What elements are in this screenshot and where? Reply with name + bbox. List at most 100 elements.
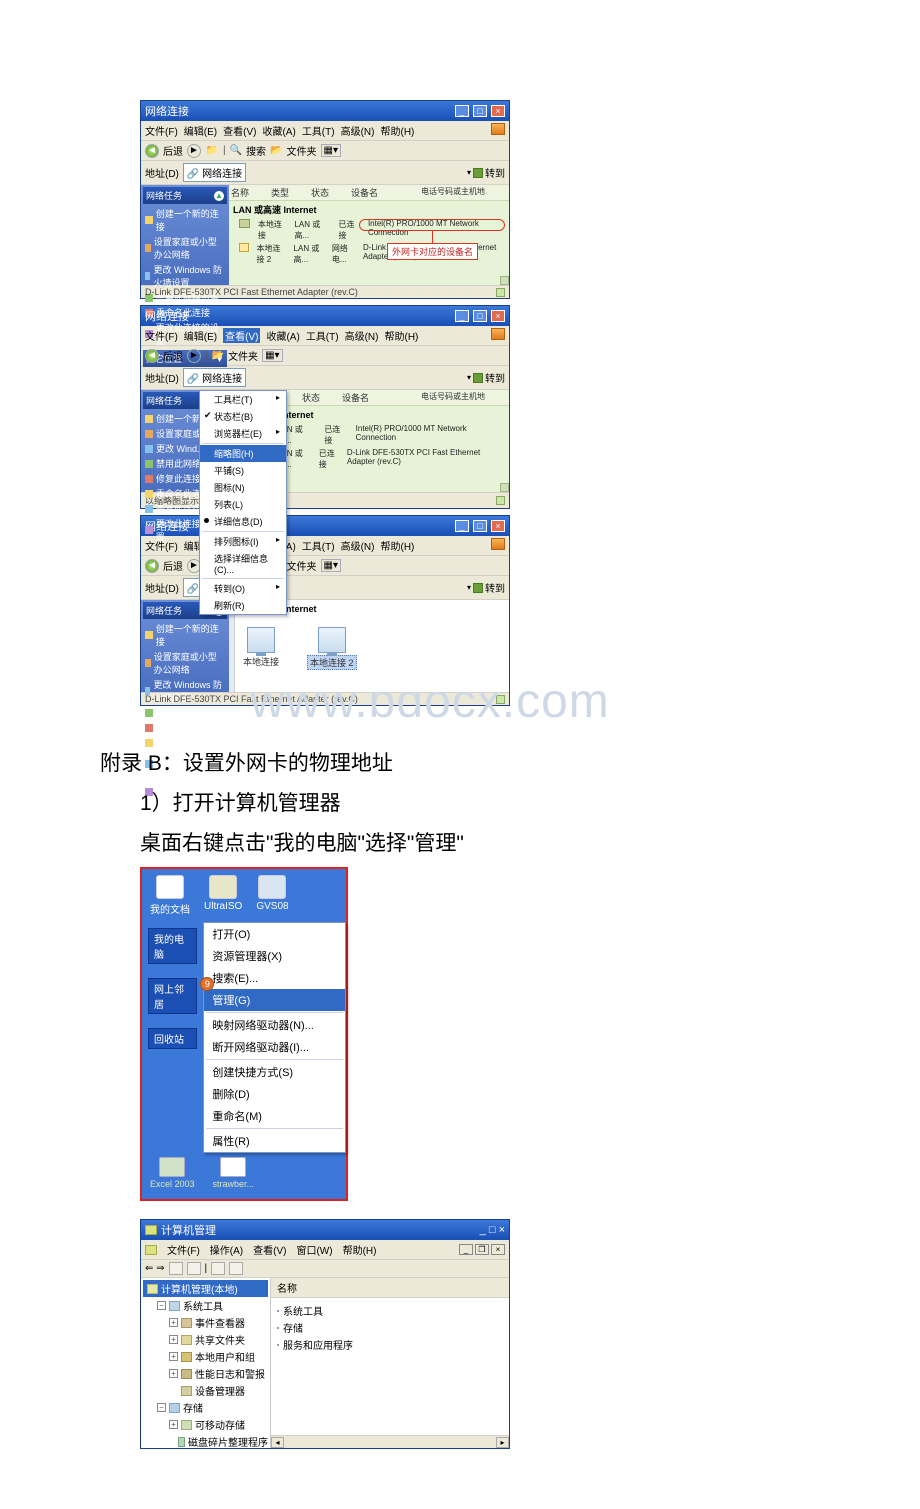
ctx-discdrive[interactable]: 断开网络驱动器(I)... [204, 1036, 345, 1058]
resize-grip-icon[interactable] [500, 483, 509, 492]
task-item[interactable]: 禁用此网络设备 [143, 705, 227, 720]
menu-view[interactable]: 查看(V) [223, 123, 256, 138]
desktop-icon-recycle[interactable]: 回收站 [148, 1028, 197, 1049]
menu-view[interactable]: 查看(V) [253, 1242, 286, 1257]
menu-fav[interactable]: 收藏(A) [266, 328, 299, 343]
menu-window[interactable]: 窗口(W) [296, 1242, 332, 1257]
search-icon[interactable]: 🔍 [230, 145, 242, 156]
menu-help[interactable]: 帮助(H) [380, 123, 414, 138]
tool-btn[interactable] [229, 1262, 243, 1275]
mdi-close[interactable]: × [491, 1244, 505, 1255]
submenu-thumb[interactable]: 缩略图(H) [200, 445, 286, 462]
maximize-button[interactable]: □ [489, 1224, 496, 1236]
forward-button[interactable]: ► [187, 349, 201, 363]
maximize-button[interactable]: □ [473, 310, 487, 322]
desktop-icon-gvs[interactable]: GVS08 [256, 875, 288, 916]
folders-icon[interactable]: 📂 [270, 145, 282, 156]
tree-users[interactable]: +本地用户和组 [143, 1348, 268, 1365]
go-icon[interactable] [473, 583, 483, 593]
ctx-rename[interactable]: 重命名(M) [204, 1105, 345, 1127]
submenu-goto[interactable]: 转到(O)▸ [200, 580, 286, 597]
menu-adv[interactable]: 高级(N) [341, 538, 375, 553]
views-button[interactable]: ▦▾ [321, 144, 341, 157]
tree-devmgr[interactable]: 设备管理器 [143, 1382, 268, 1399]
scroll-left-button[interactable]: ◂ [271, 1437, 284, 1448]
menu-file[interactable]: 文件(F) [145, 328, 178, 343]
menu-file[interactable]: 文件(F) [167, 1242, 200, 1257]
desktop-icon-mycomputer[interactable]: 我的电脑 [148, 928, 197, 964]
folders-icon[interactable]: 📂 [212, 350, 224, 361]
close-button[interactable]: × [491, 310, 505, 322]
tree-storage[interactable]: −存储 [143, 1399, 268, 1416]
views-button[interactable]: ▦▾ [321, 559, 341, 572]
address-field[interactable]: 🔗 网络连接 [183, 368, 246, 387]
views-button[interactable]: ▦▾ [262, 349, 282, 362]
ctx-mapdrive[interactable]: 映射网络驱动器(N)... [204, 1014, 345, 1036]
menu-edit[interactable]: 编辑(E) [184, 123, 217, 138]
close-button[interactable]: × [491, 520, 505, 532]
submenu-statusbar[interactable]: ✔状态栏(B) [200, 408, 286, 425]
back-button[interactable]: ◄ [145, 349, 159, 363]
go-icon[interactable] [473, 168, 483, 178]
minimize-button[interactable]: _ [455, 520, 469, 532]
minimize-button[interactable]: _ [455, 310, 469, 322]
go-label[interactable]: 转到 [485, 165, 505, 180]
submenu-list[interactable]: 列表(L) [200, 496, 286, 513]
menu-adv[interactable]: 高级(N) [341, 123, 375, 138]
minimize-button[interactable]: _ [480, 1224, 486, 1236]
resize-grip-icon[interactable] [500, 276, 509, 285]
collapse-icon[interactable]: ▲ [214, 191, 224, 201]
tool-btn[interactable] [187, 1262, 201, 1275]
close-button[interactable]: × [499, 1224, 505, 1236]
col-type[interactable]: 类型 [271, 186, 289, 199]
title-bar[interactable]: 网络连接 _ □ × [141, 101, 509, 121]
list-item-storage[interactable]: 存储 [277, 1319, 503, 1336]
menu-adv[interactable]: 高级(N) [345, 328, 379, 343]
back-button[interactable]: ◄ [145, 144, 159, 158]
tree-perf[interactable]: +性能日志和警报 [143, 1365, 268, 1382]
minimize-button[interactable]: _ [455, 105, 469, 117]
ctx-open[interactable]: 打开(O) [204, 923, 345, 945]
mdi-min[interactable]: _ [459, 1244, 473, 1255]
desktop-icon-mydocs[interactable]: 我的文档 [150, 875, 190, 916]
scroll-right-button[interactable]: ▸ [496, 1437, 509, 1448]
list-item-services[interactable]: 服务和应用程序 [277, 1336, 503, 1353]
tree-defrag[interactable]: 磁盘碎片整理程序 [143, 1433, 268, 1448]
go-icon[interactable] [473, 373, 483, 383]
ctx-explorer[interactable]: 资源管理器(X) [204, 945, 345, 967]
col-status[interactable]: 状态 [311, 186, 329, 199]
submenu-choosecols[interactable]: 选择详细信息(C)... [200, 550, 286, 577]
menu-file[interactable]: 文件(F) [145, 123, 178, 138]
menu-view-open[interactable]: 查看(V) [223, 328, 260, 343]
tree-root[interactable]: 计算机管理(本地) [143, 1280, 268, 1297]
title-bar[interactable]: 计算机管理 _ □ × [141, 1220, 509, 1240]
submenu-icon[interactable]: 图标(N) [200, 479, 286, 496]
tasks-header[interactable]: 网络任务 ▲ [143, 187, 227, 204]
maximize-button[interactable]: □ [473, 520, 487, 532]
ctx-search[interactable]: 搜索(E)... [204, 967, 345, 989]
desktop-icon-ultraiso[interactable]: UltraISO [204, 875, 242, 916]
desktop-icon-straw[interactable]: strawber... [213, 1157, 255, 1189]
desktop-icon-network[interactable]: 网上邻居 9 [148, 978, 197, 1014]
menu-help[interactable]: 帮助(H) [384, 328, 418, 343]
task-item[interactable]: 设置家庭或小型办公网络 [143, 649, 227, 677]
close-button[interactable]: × [491, 105, 505, 117]
tree-removable[interactable]: +可移动存储 [143, 1416, 268, 1433]
menu-tools[interactable]: 工具(T) [302, 123, 335, 138]
horizontal-scrollbar[interactable]: ◂ ▸ [271, 1435, 509, 1448]
menu-fav[interactable]: 收藏(A) [262, 123, 295, 138]
mdi-restore[interactable]: ❐ [475, 1244, 489, 1255]
back-button[interactable]: ◄ [145, 559, 159, 573]
menu-tools[interactable]: 工具(T) [302, 538, 335, 553]
submenu-refresh[interactable]: 刷新(R) [200, 597, 286, 614]
up-button[interactable]: 📁 [205, 144, 219, 158]
menu-help[interactable]: 帮助(H) [380, 538, 414, 553]
submenu-toolbar[interactable]: 工具栏(T)▸ [200, 391, 286, 408]
tree-event[interactable]: +事件查看器 [143, 1314, 268, 1331]
forward-button[interactable]: ► [187, 144, 201, 158]
task-item[interactable]: 设置家庭或小型办公网络 [143, 234, 227, 262]
col-device[interactable]: 设备名 [351, 186, 378, 199]
list-header[interactable]: 名称 [271, 1278, 509, 1298]
submenu-browserbar[interactable]: 浏览器栏(E)▸ [200, 425, 286, 442]
submenu-tile[interactable]: 平铺(S) [200, 462, 286, 479]
